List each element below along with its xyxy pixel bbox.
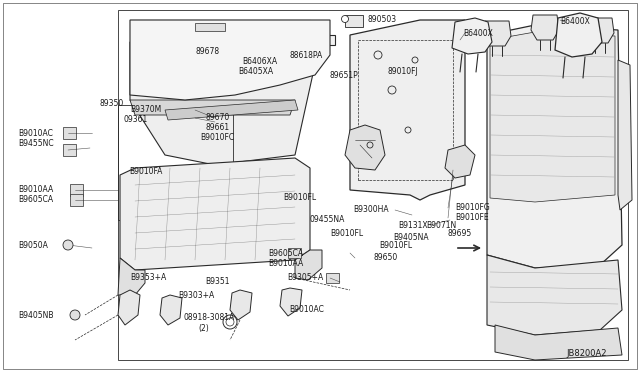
Text: B9050A: B9050A [18,241,48,250]
Polygon shape [350,20,465,200]
Text: B6400X: B6400X [463,29,493,38]
Text: B9071N: B9071N [426,221,456,230]
Polygon shape [531,15,559,40]
Polygon shape [165,100,298,120]
Polygon shape [118,290,140,325]
Text: B9370M: B9370M [130,106,161,115]
Bar [345,15,363,27]
Text: B9010AA: B9010AA [18,186,53,195]
Text: 89695: 89695 [448,228,472,237]
Text: B9010FA: B9010FA [129,167,163,176]
Text: 89350: 89350 [100,99,124,109]
Polygon shape [618,60,632,210]
Text: 89678: 89678 [195,48,219,57]
Text: B9010FG: B9010FG [455,203,490,212]
Text: B9010FL: B9010FL [379,241,412,250]
Text: 89010FJ: 89010FJ [388,67,419,76]
Text: B9010FL: B9010FL [330,228,363,237]
Polygon shape [70,184,83,196]
Polygon shape [495,325,622,360]
Text: B9010AC: B9010AC [18,128,53,138]
Polygon shape [130,42,320,165]
Polygon shape [490,32,615,202]
Polygon shape [326,273,339,283]
Text: B6406XA: B6406XA [242,57,277,65]
Polygon shape [487,255,622,335]
Polygon shape [345,125,385,170]
Text: B9605CA: B9605CA [268,248,303,257]
Text: (2): (2) [198,324,209,333]
Polygon shape [555,13,602,57]
Text: B9305+A: B9305+A [287,273,323,282]
Text: B9010AA: B9010AA [268,259,303,267]
Text: 89670: 89670 [205,113,229,122]
Text: B9010FC: B9010FC [200,132,234,141]
Bar [195,23,225,31]
Text: B9351: B9351 [205,276,230,285]
Text: B9455NC: B9455NC [18,138,54,148]
Polygon shape [230,290,252,320]
Polygon shape [120,158,310,270]
Text: B9010AC: B9010AC [289,305,324,314]
Text: B9353+A: B9353+A [130,273,166,282]
Circle shape [63,240,73,250]
Bar [118,105,233,220]
Text: B9605CA: B9605CA [18,196,53,205]
Circle shape [342,16,349,22]
Circle shape [70,310,80,320]
Polygon shape [130,100,295,115]
Polygon shape [586,18,614,43]
Text: 09361: 09361 [124,115,148,125]
Bar [358,40,453,180]
Polygon shape [160,295,182,325]
Polygon shape [483,21,511,46]
Polygon shape [445,145,475,178]
Text: B6400X: B6400X [560,17,590,26]
Polygon shape [70,194,83,206]
Polygon shape [130,20,335,45]
Polygon shape [118,258,145,295]
Text: 89651P: 89651P [330,71,359,80]
Bar [118,10,628,360]
Polygon shape [288,248,301,258]
Polygon shape [295,250,322,280]
Text: B6405XA: B6405XA [238,67,273,77]
Text: 09455NA: 09455NA [310,215,346,224]
Circle shape [223,315,237,329]
Text: B9010FE: B9010FE [455,214,488,222]
Text: 88618PA: 88618PA [290,51,323,60]
Text: 08918-3081A: 08918-3081A [183,312,234,321]
Text: 89650: 89650 [373,253,397,262]
Polygon shape [63,127,76,139]
Text: B9405NA: B9405NA [393,232,429,241]
Text: B9131X: B9131X [398,221,428,230]
Text: JB8200A2: JB8200A2 [566,350,607,359]
Polygon shape [452,18,492,54]
Polygon shape [63,144,76,156]
Polygon shape [130,20,330,100]
Text: 890503: 890503 [368,16,397,25]
Polygon shape [487,25,622,268]
Text: B9300HA: B9300HA [353,205,388,215]
Text: B9405NB: B9405NB [18,311,54,321]
Polygon shape [280,288,302,316]
Circle shape [226,318,234,326]
Text: 89661: 89661 [205,122,229,131]
Text: B9010FL: B9010FL [283,193,316,202]
Text: B9303+A: B9303+A [178,291,214,299]
